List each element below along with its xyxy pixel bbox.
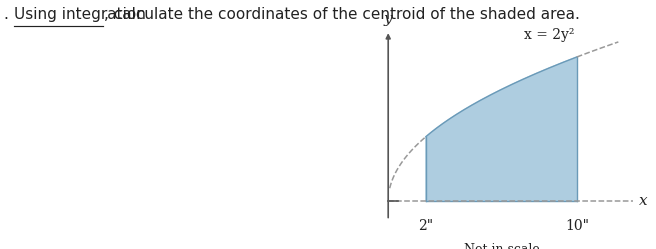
Text: x: x xyxy=(639,194,647,208)
Text: x = 2y²: x = 2y² xyxy=(524,28,575,42)
Text: Not in scale: Not in scale xyxy=(464,243,539,249)
Text: Using integration: Using integration xyxy=(14,7,146,22)
Polygon shape xyxy=(426,57,577,201)
Text: y: y xyxy=(384,12,392,26)
Text: .: . xyxy=(3,7,8,22)
Text: 10": 10" xyxy=(565,219,589,233)
Text: , calculate the coordinates of the centroid of the shaded area.: , calculate the coordinates of the centr… xyxy=(104,7,579,22)
Text: 2": 2" xyxy=(419,219,434,233)
